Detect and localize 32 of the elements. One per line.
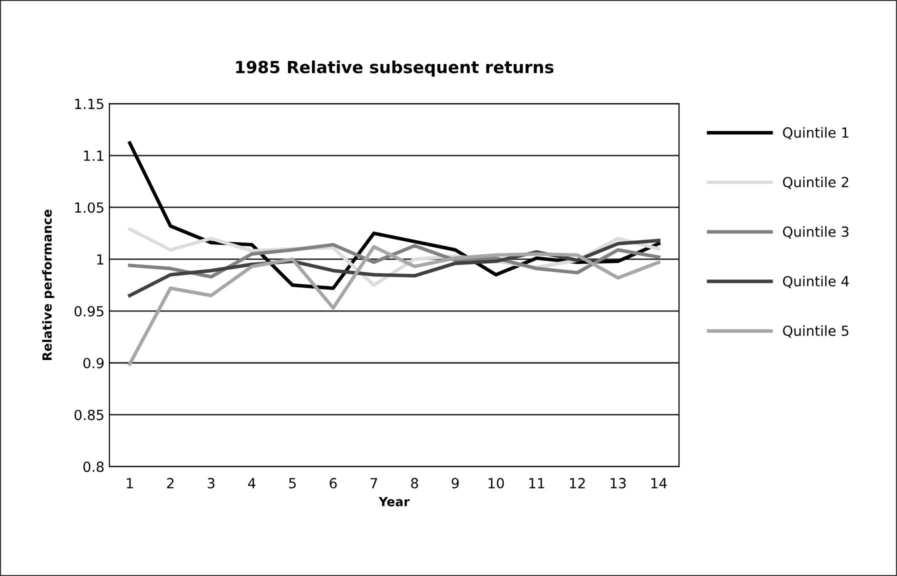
y-tick-label: 0.8: [83, 462, 104, 472]
x-tick-label: 2: [167, 478, 174, 488]
x-tick-label: 13: [610, 478, 626, 488]
x-tick-label: 4: [248, 478, 256, 488]
x-tick-label: 5: [289, 478, 296, 488]
x-tick-label: 10: [488, 478, 504, 488]
y-tick-label: 1: [97, 254, 104, 264]
x-tick-label: 1: [126, 478, 133, 488]
x-tick-label: 11: [529, 478, 544, 488]
legend-label: Quintile 1: [783, 127, 848, 140]
x-tick-label: 14: [651, 478, 667, 488]
y-tick-label: 1.1: [84, 150, 104, 161]
legend-label: Quintile 4: [783, 276, 849, 288]
x-tick-label: 8: [411, 478, 418, 488]
y-tick-label: 1.15: [75, 98, 104, 110]
x-axis-title: Year: [378, 497, 410, 506]
y-tick-label: 0.9: [83, 358, 104, 368]
legend-label: Quintile 3: [783, 226, 848, 239]
line-series: [128, 242, 660, 279]
x-tick-label: 12: [570, 478, 585, 488]
y-tick-label: 0.85: [74, 410, 104, 420]
line-series: [128, 245, 660, 366]
x-tick-label: 9: [452, 478, 459, 488]
x-tick-label: 3: [208, 478, 214, 488]
legend-label: Quintile 2: [783, 176, 848, 189]
chart-title: 1985 Relative subsequent returns: [236, 60, 554, 77]
legend-label: Quintile 5: [783, 325, 848, 338]
y-axis-title: Relative performance: [42, 210, 54, 360]
x-tick-label: 6: [330, 478, 337, 488]
y-tick-label: 0.95: [74, 306, 104, 317]
x-tick-label: 7: [370, 478, 378, 488]
y-tick-label: 1.05: [75, 202, 104, 213]
